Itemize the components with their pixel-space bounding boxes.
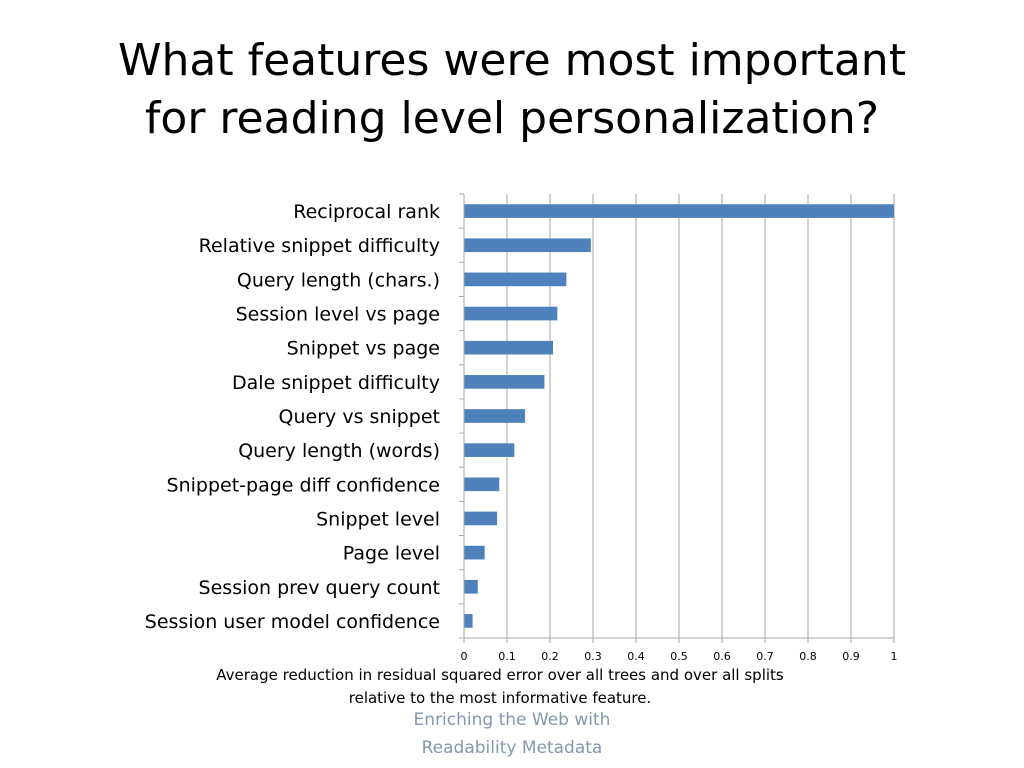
- bar: [464, 306, 558, 321]
- slide-footer: Enriching the Web with Readability Metad…: [312, 706, 712, 762]
- category-label: Snippet vs page: [287, 338, 440, 360]
- chart-bars: [464, 204, 894, 628]
- x-tick-label: 0.9: [842, 650, 860, 663]
- slide-footer-line-1: Enriching the Web with: [413, 710, 611, 730]
- bar: [464, 375, 545, 389]
- x-tick-label: 0.5: [670, 650, 688, 663]
- bar: [464, 409, 526, 423]
- x-tick-label: 0.7: [756, 650, 774, 663]
- bar: [464, 340, 554, 355]
- chart-axes: [459, 193, 895, 643]
- category-label: Reciprocal rank: [293, 201, 440, 223]
- bar: [464, 477, 500, 492]
- slide-title-line-2: for reading level personalization?: [144, 93, 880, 144]
- category-label: Query length (chars.): [237, 269, 440, 291]
- category-label: Dale snippet difficulty: [232, 372, 440, 394]
- slide-title: What features were most important for re…: [0, 32, 1024, 148]
- category-label: Query vs snippet: [279, 406, 440, 428]
- category-label: Query length (words): [238, 440, 440, 462]
- bar: [464, 614, 473, 628]
- bar: [464, 511, 498, 526]
- x-tick-label: 0: [461, 650, 468, 663]
- x-tick-label: 0.2: [541, 650, 559, 663]
- category-label: Session user model confidence: [145, 611, 440, 633]
- category-label: Snippet-page diff confidence: [167, 474, 440, 496]
- bar: [464, 272, 567, 287]
- x-tick-label: 0.1: [498, 650, 516, 663]
- chart-tick-labels: 0 0.1 0.2 0.3 0.4 0.5 0.6 0.7 0.8 0.9 1: [461, 650, 898, 663]
- x-tick-label: 0.3: [584, 650, 602, 663]
- bar: [464, 579, 478, 594]
- x-tick-label: 0.4: [627, 650, 645, 663]
- category-label: Session prev query count: [199, 577, 440, 599]
- category-label: Relative snippet difficulty: [199, 235, 440, 257]
- category-label: Session level vs page: [236, 304, 440, 326]
- x-tick-label: 1: [891, 650, 898, 663]
- chart-gridlines: [506, 194, 895, 638]
- slide-title-line-1: What features were most important: [118, 35, 906, 86]
- category-label: Snippet level: [316, 508, 440, 530]
- slide-footer-line-2: Readability Metadata: [421, 738, 603, 758]
- bar: [464, 204, 894, 218]
- category-label: Page level: [343, 543, 440, 565]
- bar: [464, 545, 485, 560]
- x-axis-label-line-2: relative to the most informative feature…: [348, 689, 652, 707]
- x-axis-label: Average reduction in residual squared er…: [150, 664, 850, 710]
- x-tick-label: 0.6: [713, 650, 731, 663]
- x-tick-label: 0.8: [799, 650, 817, 663]
- chart-category-labels: Reciprocal rank Relative snippet difficul…: [145, 201, 440, 633]
- bar: [464, 443, 515, 457]
- bar: [464, 238, 591, 253]
- x-axis-label-line-1: Average reduction in residual squared er…: [216, 666, 784, 684]
